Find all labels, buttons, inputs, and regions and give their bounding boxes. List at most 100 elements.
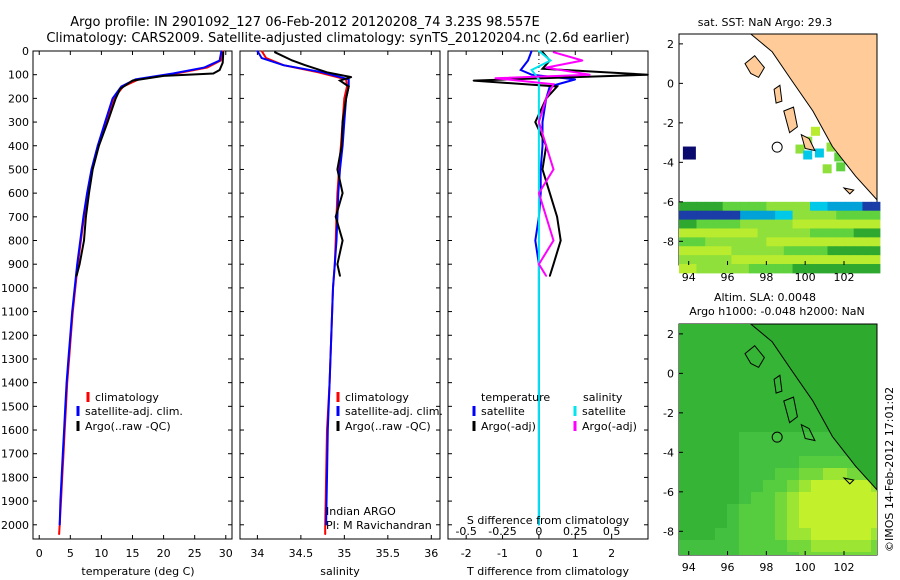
legend-header-salinity: salinity xyxy=(583,391,623,404)
sst-cell xyxy=(853,255,863,265)
data-point xyxy=(534,239,537,242)
sla-cell xyxy=(727,456,739,468)
legend-label: Argo(-adj) xyxy=(582,420,637,433)
sst-cell xyxy=(811,126,820,136)
sla-cell xyxy=(799,396,811,408)
data-point xyxy=(73,287,76,289)
sst-cell xyxy=(810,246,820,256)
sla-cell xyxy=(691,420,703,432)
sst-cell xyxy=(713,219,724,229)
sla-cell xyxy=(691,480,703,492)
x-tick-label: 96 xyxy=(721,561,735,574)
sla-cell xyxy=(799,468,811,480)
sla-cell xyxy=(691,492,703,504)
sla-cell xyxy=(691,348,703,360)
sst-cell xyxy=(722,210,732,221)
sla-cell xyxy=(775,528,787,540)
sla-cell xyxy=(751,468,763,480)
data-point xyxy=(71,310,73,313)
sla-cell xyxy=(775,408,787,420)
sst-cell xyxy=(844,219,855,229)
sla-cell xyxy=(751,420,763,432)
sst-cell xyxy=(687,237,697,247)
sla-cell xyxy=(703,336,715,348)
sla-cell xyxy=(691,384,703,396)
sla-cell xyxy=(679,552,691,555)
sst-cell xyxy=(687,201,697,212)
sla-cell xyxy=(715,540,727,552)
y-tick-label: 1900 xyxy=(1,495,29,508)
y-tick-label: -4 xyxy=(663,156,674,169)
sst-cell xyxy=(696,210,706,221)
data-point xyxy=(334,263,336,266)
sst-cell xyxy=(818,255,828,265)
data-point xyxy=(538,287,540,289)
sst-cell xyxy=(679,246,689,256)
sla-cell xyxy=(679,540,691,552)
top-x-tick-label: -0.25 xyxy=(488,525,516,538)
sst-cell xyxy=(844,264,855,274)
sla-cell xyxy=(859,480,871,492)
sst-cell xyxy=(836,228,846,238)
sst-cell xyxy=(853,246,863,256)
sla-cell xyxy=(691,432,703,444)
data-point xyxy=(519,69,522,71)
y-tick-label: 2 xyxy=(667,38,674,51)
x-tick-label: 5 xyxy=(67,547,74,560)
y-tick-label: -8 xyxy=(663,525,674,538)
data-point xyxy=(347,85,350,88)
sla-cell xyxy=(703,468,715,480)
legend-label: satellite-adj. clim. xyxy=(85,405,183,418)
sla-cell xyxy=(811,432,823,444)
sst-cell xyxy=(722,246,732,256)
salinity-panel: 34 34.5 35 35.5 36 xyxy=(239,50,441,560)
data-point xyxy=(545,275,547,277)
data-point xyxy=(98,145,100,147)
sst-cell xyxy=(853,237,863,247)
data-point xyxy=(472,79,475,82)
sst-cell xyxy=(853,264,863,274)
sla-cell xyxy=(871,528,877,540)
sst-cell xyxy=(792,210,802,221)
y-tick-label: 1000 xyxy=(1,282,29,295)
sla-cell xyxy=(835,540,847,552)
sst-cell xyxy=(783,255,794,265)
sla-cell xyxy=(679,420,691,432)
sst-cell xyxy=(731,228,741,238)
sla-cell xyxy=(739,552,751,555)
sst-cell xyxy=(757,246,767,256)
sst-cell xyxy=(731,264,741,274)
x-tick-label: 36 xyxy=(424,547,438,560)
sla-cell xyxy=(847,468,859,480)
sla-cell xyxy=(691,324,703,336)
sla-cell xyxy=(715,528,727,540)
sla-cell xyxy=(811,492,823,504)
data-point xyxy=(336,263,339,266)
data-point xyxy=(85,216,87,218)
sla-cell xyxy=(871,540,877,552)
data-point xyxy=(326,71,328,74)
data-point xyxy=(104,121,106,123)
sst-cell xyxy=(801,219,811,229)
data-point xyxy=(538,192,540,194)
top-x-tick-label: 0 xyxy=(535,525,542,538)
sst-cell xyxy=(687,210,697,221)
sla-cell xyxy=(715,468,727,480)
sst-cell xyxy=(713,237,724,247)
salinity-xlabel: salinity xyxy=(320,565,360,578)
sla-cell xyxy=(679,408,691,420)
sla-cell xyxy=(763,372,775,384)
data-point xyxy=(539,168,542,171)
sla-cell xyxy=(691,360,703,372)
sla-cell xyxy=(691,336,703,348)
sst-cell xyxy=(687,255,697,265)
sst-cell xyxy=(687,264,697,274)
x-tick-label: 34.5 xyxy=(289,547,314,560)
sla-cell xyxy=(799,408,811,420)
data-point xyxy=(350,76,353,78)
sla-cell xyxy=(715,456,727,468)
top-x-tick-label: 0.5 xyxy=(603,525,621,538)
y-tick-label: 500 xyxy=(8,163,29,176)
sla-cell xyxy=(787,528,799,540)
sla-cell xyxy=(727,396,739,408)
